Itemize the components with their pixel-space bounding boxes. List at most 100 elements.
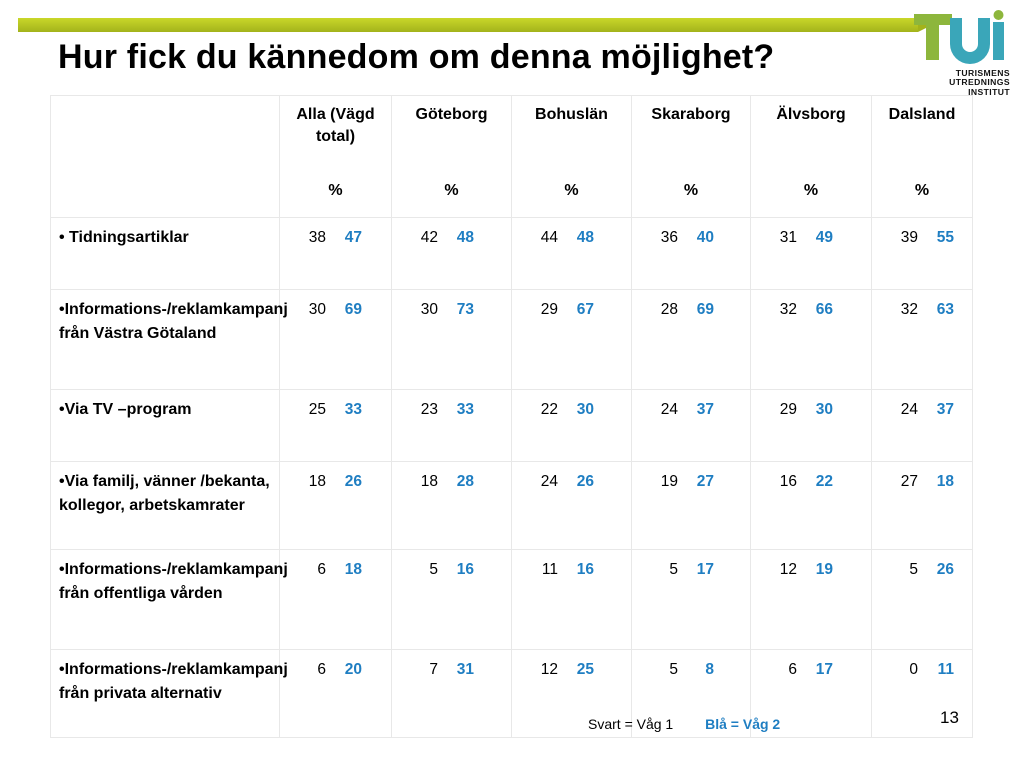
row-label: •Via TV –program bbox=[50, 389, 280, 462]
row-label: •Via familj, vänner /bekanta, kollegor, … bbox=[50, 461, 280, 550]
column-header: Älvsborg % bbox=[750, 95, 872, 218]
table-cell: 30 69 bbox=[279, 289, 392, 390]
table-cell: 18 28 bbox=[391, 461, 512, 550]
wave1-value: 27 bbox=[900, 473, 918, 490]
wave1-value: 32 bbox=[900, 301, 918, 318]
wave1-value: 5 bbox=[669, 661, 678, 678]
wave2-value: 18 bbox=[936, 473, 954, 490]
wave2-value: 73 bbox=[456, 301, 474, 318]
wave2-value: 55 bbox=[936, 229, 954, 246]
wave2-value: 48 bbox=[576, 229, 594, 246]
wave2-value: 69 bbox=[344, 301, 362, 318]
table-cell: 32 63 bbox=[871, 289, 973, 390]
table-cell: 6 18 bbox=[279, 549, 392, 650]
table-cell: 6 20 bbox=[279, 649, 392, 738]
wave2-value: 33 bbox=[456, 401, 474, 418]
wave2-value: 17 bbox=[696, 561, 714, 578]
wave1-value: 24 bbox=[900, 401, 918, 418]
table-cell: 7 31 bbox=[391, 649, 512, 738]
wave2-value: 26 bbox=[576, 473, 594, 490]
wave2-value: 28 bbox=[456, 473, 474, 490]
wave1-value: 16 bbox=[779, 473, 797, 490]
table-cell: 32 66 bbox=[750, 289, 872, 390]
table-cell: 36 40 bbox=[631, 217, 751, 290]
header-accent-stripe bbox=[18, 18, 932, 32]
table-cell: 5 26 bbox=[871, 549, 973, 650]
table-cell: 24 26 bbox=[511, 461, 632, 550]
wave1-value: 44 bbox=[540, 229, 558, 246]
wave2-value: 18 bbox=[344, 561, 362, 578]
wave2-value: 47 bbox=[344, 229, 362, 246]
wave1-value: 25 bbox=[308, 401, 326, 418]
row-label: •Informations-/reklamkampanj från privat… bbox=[50, 649, 288, 738]
wave1-value: 36 bbox=[660, 229, 678, 246]
table-cell: 29 30 bbox=[750, 389, 872, 462]
wave1-value: 38 bbox=[308, 229, 326, 246]
row-label: •Informations-/reklamkampanj från Västra… bbox=[50, 289, 288, 390]
table-cell: 27 18 bbox=[871, 461, 973, 550]
table-cell: 16 22 bbox=[750, 461, 872, 550]
table-cell: 0 11 bbox=[871, 649, 973, 738]
table-cell: 29 67 bbox=[511, 289, 632, 390]
table-row: •Informations-/reklamkampanj från Västra… bbox=[50, 289, 973, 390]
wave1-value: 5 bbox=[909, 561, 918, 578]
wave1-value: 5 bbox=[669, 561, 678, 578]
wave2-value: 16 bbox=[456, 561, 474, 578]
wave1-value: 30 bbox=[308, 301, 326, 318]
wave1-value: 19 bbox=[660, 473, 678, 490]
wave1-value: 29 bbox=[779, 401, 797, 418]
wave2-value: 67 bbox=[576, 301, 594, 318]
wave1-value: 24 bbox=[660, 401, 678, 418]
wave1-value: 12 bbox=[540, 661, 558, 678]
table-row: •Informations-/reklamkampanj från offent… bbox=[50, 549, 973, 650]
wave1-value: 5 bbox=[429, 561, 438, 578]
column-header: Alla (Vägd total) % bbox=[279, 95, 392, 218]
table-cell: 12 25 bbox=[511, 649, 632, 738]
wave2-value: 20 bbox=[344, 661, 362, 678]
table-cell: 44 48 bbox=[511, 217, 632, 290]
legend-wave2: Blå = Våg 2 bbox=[705, 716, 781, 732]
column-header: Göteborg % bbox=[391, 95, 512, 218]
table-row: • Tidningsartiklar 38 47 42 48 44 48 36 40 31 49 39… bbox=[50, 217, 973, 290]
wave2-value: 17 bbox=[815, 661, 833, 678]
table-cell: 31 49 bbox=[750, 217, 872, 290]
wave2-value: 49 bbox=[815, 229, 833, 246]
wave1-value: 6 bbox=[317, 661, 326, 678]
logo-wordmark: TURISMENS UTREDNINGS INSTITUT bbox=[949, 68, 1010, 97]
wave1-value: 39 bbox=[900, 229, 918, 246]
wave1-value: 22 bbox=[540, 401, 558, 418]
wave1-value: 31 bbox=[779, 229, 797, 246]
wave2-value: 8 bbox=[705, 661, 714, 678]
wave2-value: 48 bbox=[456, 229, 474, 246]
table-cell: 39 55 bbox=[871, 217, 973, 290]
wave2-value: 11 bbox=[937, 661, 954, 678]
wave2-value: 26 bbox=[936, 561, 954, 578]
row-label: • Tidningsartiklar bbox=[50, 217, 280, 290]
wave2-value: 27 bbox=[696, 473, 714, 490]
wave2-value: 30 bbox=[576, 401, 594, 418]
table-row: •Via TV –program 25 33 23 33 22 30 24 37 29 30 24 37 bbox=[50, 389, 973, 462]
page-number: 13 bbox=[940, 708, 959, 727]
wave1-value: 28 bbox=[660, 301, 678, 318]
table-cell: 5 16 bbox=[391, 549, 512, 650]
wave1-value: 24 bbox=[540, 473, 558, 490]
wave2-value: 16 bbox=[576, 561, 594, 578]
table-cell: 22 30 bbox=[511, 389, 632, 462]
table-cell: 28 69 bbox=[631, 289, 751, 390]
wave1-value: 30 bbox=[420, 301, 438, 318]
legend-wave1: Svart = Våg 1 bbox=[588, 716, 674, 732]
table-cell: 38 47 bbox=[279, 217, 392, 290]
page-title: Hur fick du kännedom om denna möjlighet? bbox=[58, 38, 775, 76]
wave-legend: Svart = Våg 1 Blå = Våg 2 bbox=[588, 716, 780, 732]
wave2-value: 66 bbox=[815, 301, 833, 318]
table-cell: 12 19 bbox=[750, 549, 872, 650]
row-label: •Informations-/reklamkampanj från offent… bbox=[50, 549, 288, 650]
wave1-value: 29 bbox=[540, 301, 558, 318]
wave1-value: 42 bbox=[420, 229, 438, 246]
table-cell: 19 27 bbox=[631, 461, 751, 550]
wave2-value: 37 bbox=[696, 401, 714, 418]
table-cell: 18 26 bbox=[279, 461, 392, 550]
table-cell: 11 16 bbox=[511, 549, 632, 650]
table-header-row: Alla (Vägd total) % Göteborg % Bohuslän … bbox=[50, 95, 973, 218]
